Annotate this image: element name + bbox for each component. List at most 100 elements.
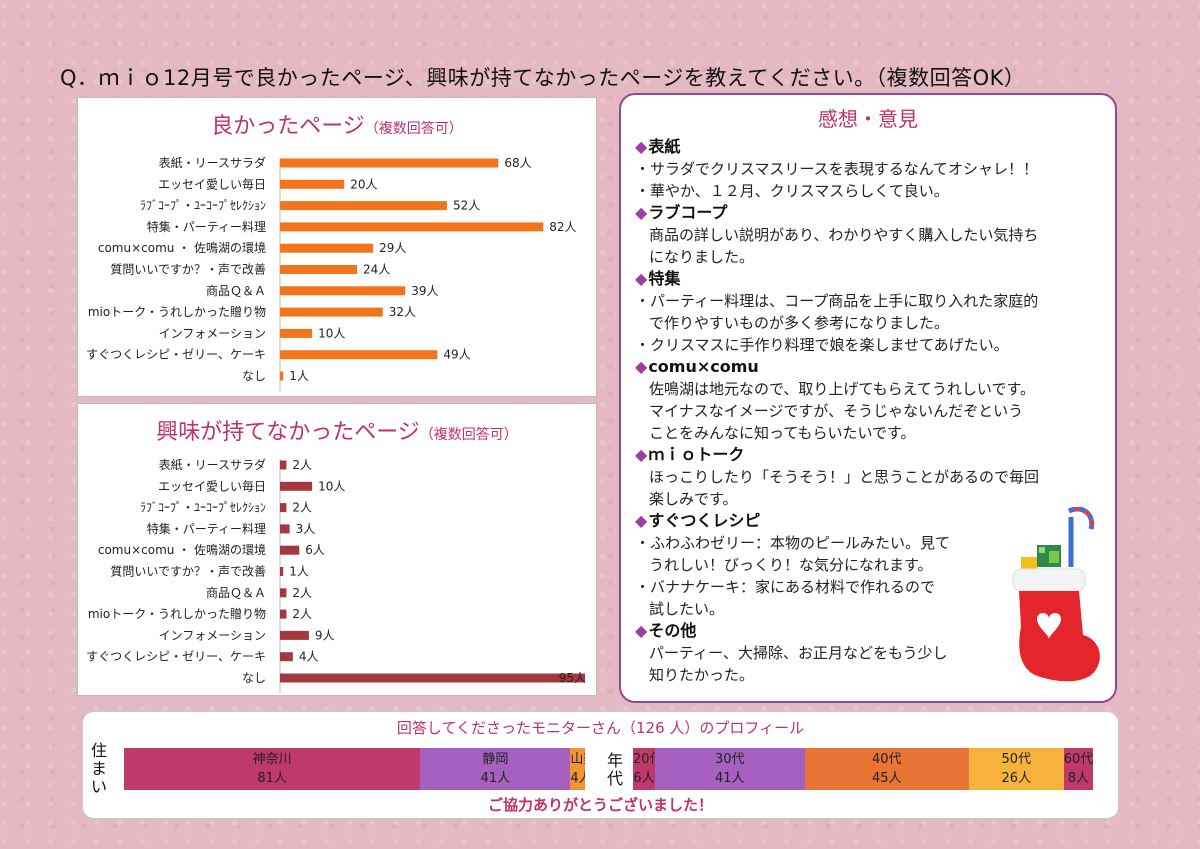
segment-value: 81人 <box>257 771 287 786</box>
category-label: 商品Ｑ＆Ａ <box>206 585 266 600</box>
bar <box>280 179 345 189</box>
comment-heading-text: comu×comu <box>648 357 759 376</box>
comment-section: ◆その他 パーティー、大掃除、お正月などをもう少し 知りたかった。 <box>635 620 1101 686</box>
bar <box>280 307 383 317</box>
category-label: なし <box>242 671 266 685</box>
comment-text: ・パーティー料理は、コープ商品を上手に取り入れた家庭的 <box>635 292 1039 310</box>
bar <box>280 588 287 598</box>
value-label: 20人 <box>350 177 377 191</box>
christmas-stocking-icon <box>1012 507 1100 682</box>
bar <box>280 545 300 555</box>
value-label: 2人 <box>292 607 312 621</box>
category-label: 特集・パーティー料理 <box>147 219 266 234</box>
category-label: mioトーク・うれしかった贈り物 <box>88 606 266 621</box>
good-chart-title: 良かったページ（複数回答可） <box>78 108 596 140</box>
value-label: 2人 <box>292 458 312 472</box>
comment-heading-text: ｍｉｏトーク <box>648 445 745 464</box>
value-label: 3人 <box>296 522 316 536</box>
segment-value: 4人 <box>570 771 585 786</box>
bar <box>280 371 284 381</box>
respondent-profile: 回答してくださったモニターさん（126 人）のプロフィール 住 ま い 神奈川 8… <box>82 711 1119 819</box>
bar <box>280 222 544 232</box>
bar <box>280 567 284 576</box>
comment-section: ◆comu×comu 佐鳴湖は地元なので、取り上げてもらえてうれしいです。 マイナス… <box>635 356 1101 444</box>
segment-label: 30代 <box>714 752 745 767</box>
category-label: なし <box>242 369 266 383</box>
comment-text: ・ふわふわゼリー：本物のピールみたい。見て <box>635 534 951 552</box>
bar <box>280 201 447 211</box>
category-label: すぐつくレシピ・ゼリー、ケーキ <box>86 650 266 664</box>
value-label: 68人 <box>504 156 531 170</box>
value-label: 95人 <box>559 671 586 685</box>
value-label: 24人 <box>363 263 390 277</box>
category-label: インフォメーション <box>159 326 266 340</box>
diamond-icon: ◆ <box>635 357 648 376</box>
comment-heading: ◆その他 <box>635 620 1101 642</box>
segment-label: 60代以上 <box>1063 752 1093 767</box>
value-label: 32人 <box>389 305 416 319</box>
value-label: 2人 <box>292 586 312 600</box>
category-label: 表紙・リースサラダ <box>159 457 266 472</box>
category-label: 表紙・リースサラダ <box>159 155 266 170</box>
category-label: エッセイ愛しい毎日 <box>158 478 266 493</box>
category-label: ﾗﾌﾞｺｰﾌﾟ・ﾕｰｺｰﾌﾟｾﾚｸｼｮﾝ <box>140 501 266 515</box>
segment-value: 41人 <box>480 771 511 786</box>
segment-value: 8人 <box>1067 771 1090 786</box>
segment-value: 41人 <box>714 771 745 786</box>
bar <box>280 265 358 274</box>
comment-heading: ◆ｍｉｏトーク <box>635 444 1101 466</box>
category-label: エッセイ愛しい毎日 <box>158 176 266 191</box>
segment-value: 45人 <box>871 771 902 786</box>
category-label: comu×comu ・ 佐鳴湖の環境 <box>98 240 266 255</box>
comment-heading-text: 特集 <box>648 269 681 288</box>
residence-label: 住 ま い <box>89 742 109 796</box>
segment-value: 6人 <box>633 771 655 786</box>
thanks-message: ご協力ありがとうございました！ <box>487 796 713 814</box>
category-label: インフォメーション <box>159 628 266 642</box>
residence-label-char: い <box>90 777 107 796</box>
comment-heading: ◆ラブコープ <box>635 202 1101 224</box>
bad-chart-subtitle: （複数回答可） <box>419 427 518 443</box>
comment-heading: ◆comu×comu <box>635 356 1101 378</box>
age-label: 年 代 <box>605 752 625 788</box>
category-label: すぐつくレシピ・ゼリー、ケーキ <box>86 348 266 362</box>
comment-section: ◆表紙 ・サラダでクリスマスリースを表現するなんてオシャレ！！ ・華やか、１２月、ク… <box>635 136 1101 202</box>
segment-label: 40代 <box>871 752 902 767</box>
good-chart-title-main: 良かったページ <box>211 114 365 139</box>
bar <box>280 460 287 470</box>
bad-chart-title: 興味が持てなかったページ（複数回答可） <box>78 414 596 446</box>
bar <box>280 158 499 168</box>
value-label: 49人 <box>443 348 470 362</box>
bar <box>280 652 293 662</box>
comment-text: うれしい！びっくり！な気分になれます。 <box>649 556 933 574</box>
comment-section: ◆ラブコープ 商品の詳しい説明があり、わかりやすく購入したい気持ち になりました。 <box>635 202 1101 268</box>
category-label: 商品Ｑ＆Ａ <box>206 283 266 298</box>
good-chart-subtitle: （複数回答可） <box>364 121 463 137</box>
value-label: 9人 <box>315 628 335 642</box>
category-label: 特集・パーティー料理 <box>147 521 266 536</box>
value-label: 82人 <box>549 220 576 234</box>
bar <box>280 286 406 296</box>
bar <box>280 481 313 491</box>
comment-text: パーティー、大掃除、お正月などをもう少し <box>649 644 948 662</box>
bar <box>280 673 585 683</box>
value-label: 52人 <box>453 199 480 213</box>
comment-text: で作りやすいものが多く参考になりました。 <box>649 314 950 332</box>
comments-body: ◆表紙 ・サラダでクリスマスリースを表現するなんてオシャレ！！ ・華やか、１２月、ク… <box>635 136 1101 686</box>
category-label: 質問いいですか？・声で改善 <box>110 564 266 579</box>
diamond-icon: ◆ <box>635 621 648 640</box>
comment-section: ◆すぐつくレシピ・ふわふわゼリー：本物のピールみたい。見て うれしい！びっくり！な… <box>635 510 1101 620</box>
comment-text: ・バナナケーキ：家にある材料で作れるので <box>635 578 936 596</box>
good-pages-chart: 良かったページ（複数回答可） 表紙・リースサラダ 68人エッセイ愛しい毎日 20人 ﾗ… <box>77 97 597 397</box>
bar <box>280 630 309 640</box>
comment-text: になりました。 <box>649 248 755 266</box>
comment-heading: ◆すぐつくレシピ <box>635 510 1101 532</box>
question-text: Q．ｍｉｏ12月号で良かったページ、興味が持てなかったページを教えてください。（… <box>60 66 1026 90</box>
comment-heading-text: ラブコープ <box>648 203 728 222</box>
comment-text: ・華やか、１２月、クリスマスらしくて良い。 <box>635 182 949 200</box>
comment-heading: ◆特集 <box>635 268 1101 290</box>
profile-segment: 神奈川 81人 <box>124 748 421 790</box>
value-label: 1人 <box>289 369 309 383</box>
category-label: ﾗﾌﾞｺｰﾌﾟ・ﾕｰｺｰﾌﾟｾﾚｸｼｮﾝ <box>140 199 266 213</box>
